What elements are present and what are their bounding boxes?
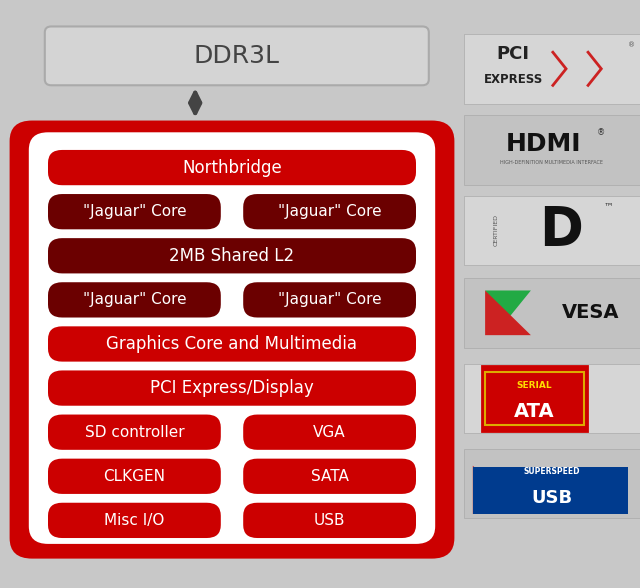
Text: HDMI: HDMI — [506, 132, 581, 156]
Text: ATA: ATA — [514, 402, 555, 421]
FancyBboxPatch shape — [48, 282, 221, 318]
Text: "Jaguar" Core: "Jaguar" Core — [83, 204, 186, 219]
Text: Graphics Core and Multimedia: Graphics Core and Multimedia — [106, 335, 358, 353]
Text: EXPRESS: EXPRESS — [484, 73, 543, 86]
Text: SATA: SATA — [310, 469, 349, 484]
FancyBboxPatch shape — [243, 415, 416, 450]
Text: PCI Express/Display: PCI Express/Display — [150, 379, 314, 397]
Text: D: D — [539, 205, 583, 256]
Bar — [464, 115, 640, 185]
Text: HIGH-DEFINITION MULTIMEDIA INTERFACE: HIGH-DEFINITION MULTIMEDIA INTERFACE — [500, 161, 604, 165]
Text: CLKGEN: CLKGEN — [104, 469, 165, 484]
Text: "Jaguar" Core: "Jaguar" Core — [278, 292, 381, 308]
Polygon shape — [473, 466, 628, 514]
FancyBboxPatch shape — [48, 503, 221, 538]
Text: PCI: PCI — [497, 45, 530, 63]
FancyBboxPatch shape — [48, 194, 221, 229]
FancyBboxPatch shape — [48, 415, 221, 450]
FancyBboxPatch shape — [48, 150, 416, 185]
FancyBboxPatch shape — [481, 366, 588, 431]
FancyBboxPatch shape — [48, 370, 416, 406]
Text: ™: ™ — [604, 201, 613, 211]
FancyBboxPatch shape — [29, 132, 435, 544]
Text: Misc I/O: Misc I/O — [104, 513, 164, 528]
Text: Northbridge: Northbridge — [182, 159, 282, 176]
Polygon shape — [485, 290, 531, 319]
Text: DDR3L: DDR3L — [194, 44, 280, 68]
Text: ®: ® — [597, 128, 605, 137]
Text: USB: USB — [314, 513, 346, 528]
Text: 2MB Shared L2: 2MB Shared L2 — [170, 247, 294, 265]
Bar — [464, 278, 640, 348]
Text: "Jaguar" Core: "Jaguar" Core — [278, 204, 381, 219]
FancyBboxPatch shape — [48, 238, 416, 273]
Text: VESA: VESA — [562, 303, 620, 322]
Text: SUPERSPEED: SUPERSPEED — [524, 467, 580, 476]
FancyBboxPatch shape — [243, 459, 416, 494]
FancyBboxPatch shape — [10, 121, 454, 559]
FancyBboxPatch shape — [243, 282, 416, 318]
Bar — [485, 372, 584, 425]
Text: ®: ® — [628, 42, 635, 48]
Bar — [464, 449, 640, 518]
Bar — [464, 196, 640, 265]
Text: SERIAL: SERIAL — [516, 381, 552, 390]
Text: SD controller: SD controller — [84, 425, 184, 440]
Text: USB: USB — [531, 489, 573, 507]
Bar — [464, 34, 640, 104]
FancyBboxPatch shape — [45, 26, 429, 85]
FancyBboxPatch shape — [48, 459, 221, 494]
FancyBboxPatch shape — [243, 503, 416, 538]
Polygon shape — [485, 290, 531, 335]
Bar — [464, 364, 640, 433]
FancyBboxPatch shape — [243, 194, 416, 229]
FancyBboxPatch shape — [473, 467, 628, 514]
Text: VGA: VGA — [314, 425, 346, 440]
FancyBboxPatch shape — [48, 326, 416, 362]
Text: CERTIFIED: CERTIFIED — [493, 215, 498, 246]
Text: "Jaguar" Core: "Jaguar" Core — [83, 292, 186, 308]
